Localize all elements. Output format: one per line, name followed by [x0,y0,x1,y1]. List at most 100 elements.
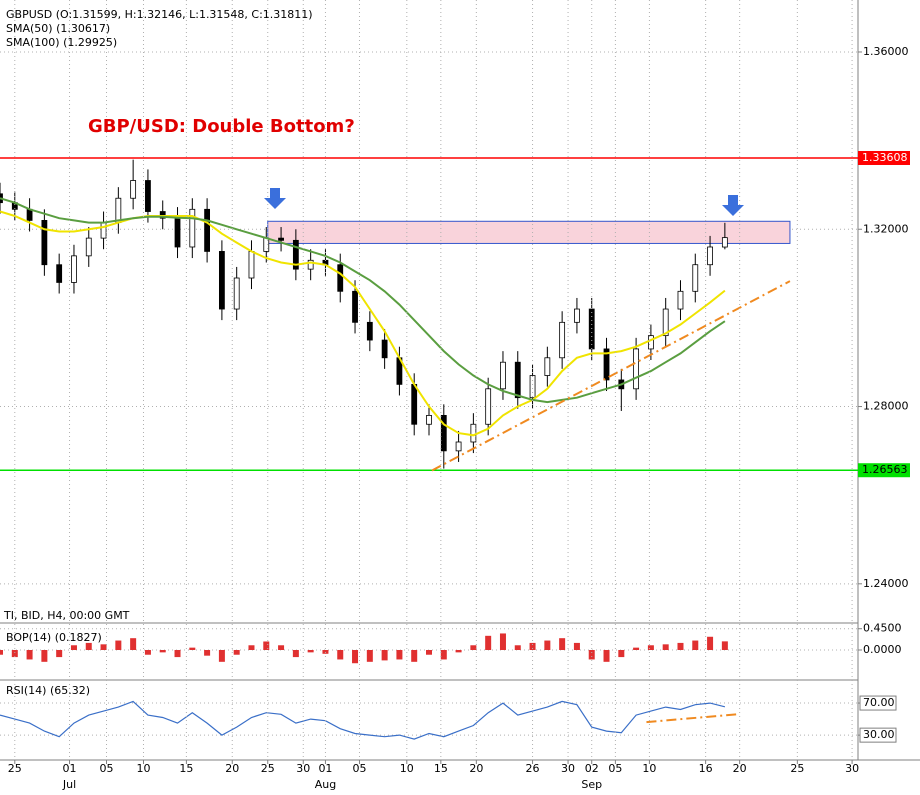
y-tick-box [859,695,897,711]
legend-entry: SMA(50) (1.30617) [6,22,110,35]
candle-body [662,308,669,337]
x-tick-label: 02 [585,762,599,775]
x-tick-label: 10 [136,762,150,775]
bop-bar [677,642,684,650]
candle-body [41,219,48,266]
candle-body [455,441,462,452]
bop-bar [322,650,329,654]
bop-bar [233,650,240,655]
candle-body [440,415,447,452]
bop-bar [56,650,63,658]
bop-bar [278,645,285,650]
x-tick-label: 25 [790,762,804,775]
bop-bar [100,644,107,650]
x-tick-label: 10 [642,762,656,775]
x-tick-label: 15 [434,762,448,775]
x-tick-label: 30 [561,762,575,775]
candle-body [71,255,77,283]
y-tick-label: 30.00 [863,728,895,741]
bop-bar [337,650,344,660]
bop-bar [381,650,388,661]
bop-bar [662,644,669,650]
candle-body [559,321,566,359]
bop-bar [559,638,566,650]
bop-bar [174,650,181,658]
candle-body [647,335,654,350]
month-label: Jul [62,778,76,791]
bop-bar [307,650,314,653]
bop-bar [352,650,359,664]
bop-bar [26,650,33,660]
candle-body [85,237,92,257]
candle-body [411,383,418,425]
candle-body [633,348,640,390]
y-tick-label: 1.32000 [863,222,909,235]
candle-body [218,251,225,310]
bop-bar [618,650,625,658]
sma-line [0,197,726,404]
bop-bar [396,650,403,660]
candle-body [707,246,713,266]
bop-bar [455,650,462,653]
resistance-zone [267,220,791,244]
candle-body [26,208,33,221]
candle-body [352,290,358,323]
symbol-label: GBPUSD (O:1.31599, H:1.32146, L:1.31548,… [6,8,313,21]
y-tick-label: 1.24000 [863,577,909,590]
bop-bar [263,641,270,650]
x-tick-label: 01 [318,762,332,775]
candle-body [381,339,388,359]
y-tick-label: 1.28000 [863,400,909,413]
candle-body [100,222,107,239]
level-tag [858,150,910,165]
arrow [722,195,744,216]
x-tick-label: 20 [225,762,239,775]
level-tag [858,463,910,478]
bop-bar [707,636,714,650]
x-tick-label: 05 [100,762,114,775]
x-tick-label: 05 [352,762,366,775]
month-label: Aug [315,778,336,791]
candle-body [470,423,477,443]
bop-bar [544,640,551,650]
candle-body [56,264,63,283]
bop-bar [470,645,477,650]
bop-bar [514,645,521,650]
bop-bar [292,650,299,658]
candle-body [337,264,344,292]
candle-body [130,180,137,199]
candle-body [544,357,551,376]
bop-bar [218,650,225,662]
bop-bar [499,633,506,650]
candle-body [248,251,255,279]
bop-bar [426,650,432,655]
x-tick-label: 05 [608,762,622,775]
candle-body [485,388,492,425]
bop-bar [85,642,92,650]
indicator-label: BOP(14) (0.1827) [6,631,102,644]
bop-bar [485,635,492,650]
level-label: 1.26563 [862,463,908,476]
candle-body [115,197,122,224]
bop-bar [115,640,122,650]
candle-body [721,237,728,248]
candle-body [233,277,240,310]
bop-bar [692,640,699,650]
y-tick-label: 1.36000 [863,45,909,58]
x-tick-label: 16 [699,762,713,775]
candle-body [145,180,151,212]
x-tick-label: 15 [179,762,193,775]
bop-bar [189,647,196,650]
candle-body [426,415,432,425]
chart-info: TI, BID, H4, 00:00 GMT [3,609,130,622]
candle-body [529,375,536,399]
x-tick-label: 25 [261,762,275,775]
bop-bar [588,650,595,660]
level-label: 1.33608 [862,151,908,164]
bop-bar [11,650,18,658]
bop-bar [573,642,580,650]
candle-body [500,361,506,390]
